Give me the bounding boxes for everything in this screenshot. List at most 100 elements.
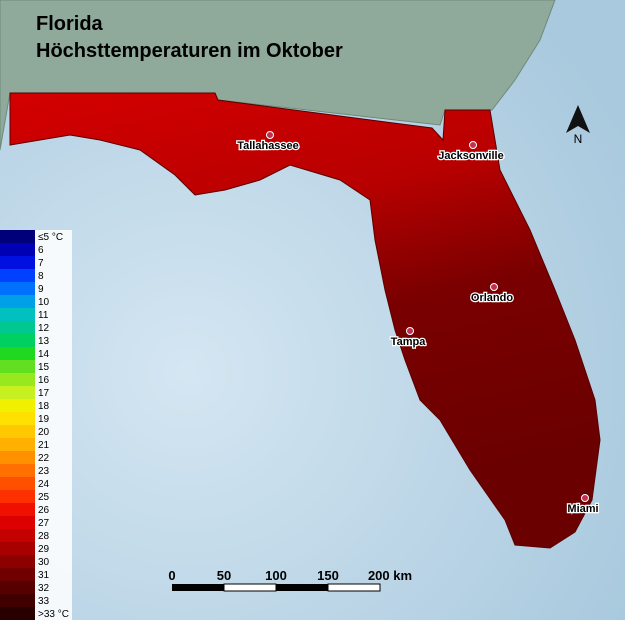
legend-label-bg [35,503,72,516]
legend-label-bg [35,438,72,451]
scale-label: 150 [317,568,339,583]
legend-label: 11 [38,310,49,321]
map-title: Florida [36,13,104,35]
legend-swatch [0,516,35,529]
legend-label: 7 [38,258,44,269]
legend-label: 13 [38,336,50,347]
legend-label: 12 [38,323,50,334]
legend-swatch [0,334,35,347]
legend-label: 22 [38,453,50,464]
legend-swatch [0,438,35,451]
city-label: Tampa [391,336,427,348]
scale-label: 50 [217,568,231,583]
legend-swatch [0,373,35,386]
city-label: Miami [567,503,598,515]
legend-label: 15 [38,362,50,373]
city-label: Orlando [471,292,513,304]
legend-swatch [0,581,35,594]
legend-label: 21 [38,440,50,451]
legend-swatch [0,308,35,321]
legend-label-bg [35,581,72,594]
legend-swatch [0,399,35,412]
legend-label-bg [35,282,72,295]
legend-swatch [0,503,35,516]
legend-label-bg [35,451,72,464]
legend-label-bg [35,360,72,373]
legend-label-bg [35,425,72,438]
north-label: N [574,132,583,146]
legend-swatch [0,347,35,360]
legend-swatch [0,555,35,568]
city-marker [266,131,274,139]
legend-label-bg [35,269,72,282]
legend-swatch [0,269,35,282]
scale-label: 200 km [368,568,412,583]
city-marker [490,283,498,291]
north-arrow [566,105,590,133]
legend-label-bg [35,321,72,334]
legend-label-bg [35,555,72,568]
legend-swatch [0,594,35,607]
legend-label: 27 [38,518,50,529]
legend-swatch [0,412,35,425]
legend-swatch [0,477,35,490]
scale-bar [172,583,381,592]
map-subtitle: Höchsttemperaturen im Oktober [36,40,343,62]
legend-swatch [0,282,35,295]
legend-label: 26 [38,505,50,516]
legend-label-bg [35,607,72,620]
city-label: Jacksonville [438,150,503,162]
legend-swatch [0,230,35,243]
legend-label-bg [35,230,72,243]
legend-label: 20 [38,427,50,438]
legend-label-bg [35,243,72,256]
scale-label: 100 [265,568,287,583]
legend-swatch [0,542,35,555]
legend-label-bg [35,386,72,399]
city-label: Tallahassee [237,140,299,152]
legend-label: 14 [38,349,50,360]
legend-label-bg [35,516,72,529]
legend-label: 19 [38,414,50,425]
legend-label: 16 [38,375,50,386]
city-marker [469,141,477,149]
legend-label: 6 [38,245,44,256]
legend-swatch [0,321,35,334]
legend-label-bg [35,256,72,269]
legend-label-bg [35,568,72,581]
legend-label-bg [35,412,72,425]
legend-label: 18 [38,401,50,412]
legend-label: ≤5 °C [38,232,63,243]
legend-swatch [0,386,35,399]
legend-swatch [0,490,35,503]
legend-label: 29 [38,544,50,555]
legend-swatch [0,425,35,438]
legend-label: 30 [38,557,50,568]
legend-label: 17 [38,388,50,399]
legend-swatch [0,451,35,464]
legend-label: 9 [38,284,44,295]
legend-label: 23 [38,466,50,477]
legend-label-bg [35,295,72,308]
legend-swatch [0,256,35,269]
legend-label-bg [35,542,72,555]
legend-label: 28 [38,531,50,542]
legend-label-bg [35,399,72,412]
legend-label: 33 [38,596,50,607]
florida [9,92,601,549]
legend-label-bg [35,308,72,321]
legend-swatch [0,360,35,373]
legend-label-bg [35,373,72,386]
legend-label: 25 [38,492,50,503]
legend-swatch [0,243,35,256]
legend-swatch [0,607,35,620]
legend-label: 8 [38,271,44,282]
legend-label-bg [35,594,72,607]
legend-swatch [0,295,35,308]
legend-label-bg [35,334,72,347]
city-marker [581,494,589,502]
legend-label: 31 [38,570,50,581]
legend-swatch [0,568,35,581]
legend-label-bg [35,529,72,542]
